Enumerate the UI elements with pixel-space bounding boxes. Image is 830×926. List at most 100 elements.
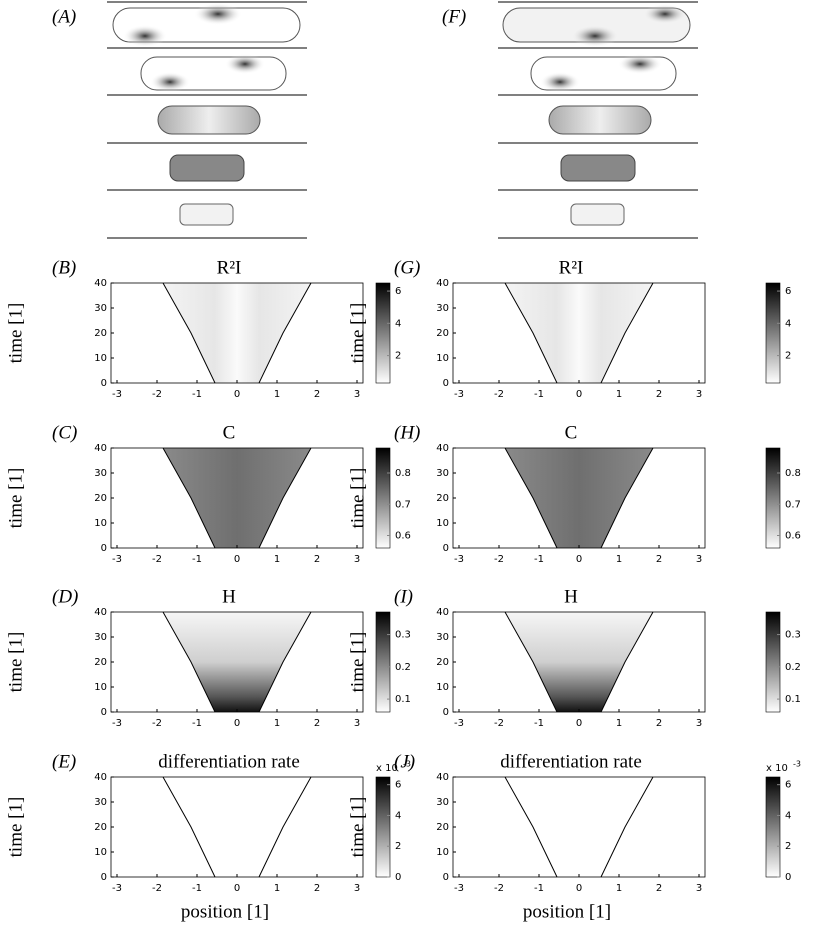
x-tick-label: 0 bbox=[234, 389, 240, 400]
domain-edge bbox=[600, 776, 654, 878]
panel-label: (J) bbox=[394, 751, 415, 772]
panel-label: (B) bbox=[52, 257, 76, 278]
colorbar-scale: x 10 bbox=[376, 763, 398, 774]
y-axis-label: time [1] bbox=[347, 468, 368, 529]
y-tick-label: 0 bbox=[101, 378, 107, 389]
y-tick-label: 10 bbox=[436, 353, 449, 364]
y-tick-label: 10 bbox=[94, 353, 107, 364]
panel-title: C bbox=[223, 422, 236, 443]
y-axis-label: time [1] bbox=[5, 303, 26, 364]
colorbar-tick-label: 0.3 bbox=[395, 630, 411, 641]
y-tick-label: 40 bbox=[94, 772, 107, 783]
y-tick-label: 10 bbox=[94, 518, 107, 529]
y-tick-label: 40 bbox=[436, 772, 449, 783]
y-tick-label: 30 bbox=[436, 797, 449, 808]
x-tick-label: 0 bbox=[576, 389, 582, 400]
panel-title: H bbox=[564, 586, 578, 607]
y-tick-label: 30 bbox=[436, 632, 449, 643]
x-tick-label: 2 bbox=[656, 554, 662, 565]
domain-edge bbox=[162, 282, 216, 384]
colorbar-tick-label: 0.3 bbox=[785, 630, 801, 641]
x-tick-label: 1 bbox=[274, 389, 280, 400]
panel-label: (I) bbox=[394, 586, 413, 607]
y-tick-label: 0 bbox=[101, 872, 107, 883]
cells-right bbox=[498, 1, 698, 239]
colorbar-tick-label: 2 bbox=[395, 841, 401, 852]
panel-title: R²I bbox=[217, 257, 242, 278]
x-tick-label: 3 bbox=[696, 554, 702, 565]
y-tick-label: 30 bbox=[94, 632, 107, 643]
domain-edge bbox=[258, 282, 312, 384]
x-tick-label: -2 bbox=[152, 883, 162, 894]
colorbar-scale-exp: -3 bbox=[793, 760, 801, 769]
x-tick-label: 2 bbox=[314, 389, 320, 400]
x-tick-label: 3 bbox=[354, 883, 360, 894]
x-tick-label: 0 bbox=[576, 554, 582, 565]
colorbar bbox=[375, 611, 391, 713]
x-tick-label: 2 bbox=[656, 389, 662, 400]
x-tick-label: -3 bbox=[112, 718, 122, 729]
y-tick-label: 20 bbox=[436, 328, 449, 339]
y-tick-label: 20 bbox=[94, 822, 107, 833]
colorbar-tick-label: 0 bbox=[785, 872, 791, 883]
x-tick-label: 3 bbox=[696, 718, 702, 729]
colorbar-tick-label: 2 bbox=[785, 351, 791, 362]
y-axis-label: time [1] bbox=[5, 797, 26, 858]
colorbar-tick-label: 0.2 bbox=[395, 662, 411, 673]
x-tick-label: 0 bbox=[234, 554, 240, 565]
panel-label: (H) bbox=[394, 422, 420, 443]
y-tick-label: 0 bbox=[101, 707, 107, 718]
x-tick-label: -3 bbox=[112, 554, 122, 565]
x-axis-label: position [1] bbox=[523, 901, 611, 922]
y-tick-label: 20 bbox=[94, 493, 107, 504]
x-tick-label: 1 bbox=[274, 554, 280, 565]
panel-title: C bbox=[565, 422, 578, 443]
x-tick-label: 1 bbox=[274, 883, 280, 894]
x-tick-label: -1 bbox=[192, 883, 202, 894]
x-tick-label: 2 bbox=[656, 883, 662, 894]
colorbar bbox=[375, 447, 391, 549]
panel-title: differentiation rate bbox=[158, 751, 300, 772]
colorbar-tick-label: 2 bbox=[785, 841, 791, 852]
colorbar-tick-label: 0 bbox=[395, 872, 401, 883]
y-tick-label: 40 bbox=[94, 278, 107, 289]
x-tick-label: -2 bbox=[494, 718, 504, 729]
x-tick-label: -2 bbox=[494, 883, 504, 894]
colorbar-tick-label: 6 bbox=[785, 286, 791, 297]
y-axis-label: time [1] bbox=[5, 468, 26, 529]
x-tick-label: -3 bbox=[454, 883, 464, 894]
x-tick-label: 3 bbox=[354, 554, 360, 565]
domain-edge bbox=[504, 282, 558, 384]
y-tick-label: 30 bbox=[436, 468, 449, 479]
y-tick-label: 30 bbox=[436, 303, 449, 314]
y-tick-label: 10 bbox=[436, 518, 449, 529]
y-tick-label: 10 bbox=[436, 847, 449, 858]
colorbar-tick-label: 2 bbox=[395, 351, 401, 362]
x-tick-label: -1 bbox=[534, 718, 544, 729]
domain bbox=[505, 283, 653, 383]
x-axis-label: position [1] bbox=[181, 901, 269, 922]
colorbar bbox=[375, 282, 391, 384]
x-tick-label: 1 bbox=[616, 554, 622, 565]
x-tick-label: -2 bbox=[152, 389, 162, 400]
x-tick-label: 3 bbox=[696, 389, 702, 400]
x-tick-label: 0 bbox=[234, 718, 240, 729]
domain-edge bbox=[258, 776, 312, 878]
colorbar-tick-label: 0.7 bbox=[785, 499, 801, 510]
colorbar-tick-label: 0.7 bbox=[395, 499, 411, 510]
colorbar-tick-label: 0.6 bbox=[395, 531, 411, 542]
y-tick-label: 10 bbox=[94, 682, 107, 693]
x-tick-label: -2 bbox=[494, 389, 504, 400]
x-tick-label: -3 bbox=[112, 389, 122, 400]
x-tick-label: 2 bbox=[314, 554, 320, 565]
y-tick-label: 30 bbox=[94, 303, 107, 314]
panel-label: (D) bbox=[52, 586, 78, 607]
colorbar bbox=[765, 776, 781, 878]
domain bbox=[505, 777, 653, 877]
y-tick-label: 30 bbox=[94, 797, 107, 808]
x-tick-label: -2 bbox=[152, 718, 162, 729]
x-tick-label: -1 bbox=[534, 389, 544, 400]
colorbar bbox=[765, 611, 781, 713]
colorbar-tick-label: 0.8 bbox=[395, 468, 411, 479]
